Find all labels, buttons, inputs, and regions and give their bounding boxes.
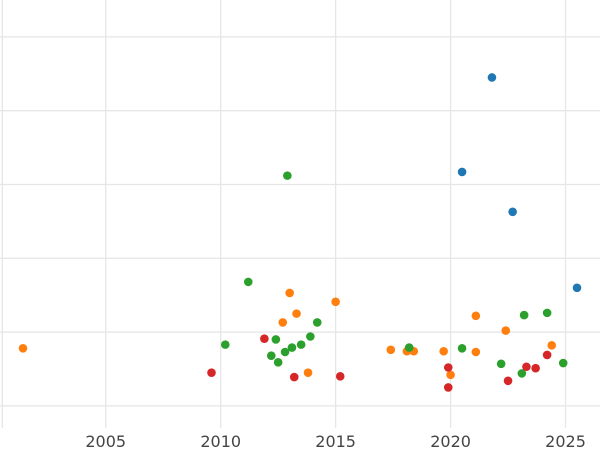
x-tick-label-1: 2010: [200, 432, 241, 450]
data-point-s1-1: [278, 318, 288, 327]
data-point-s3-8: [531, 363, 540, 373]
data-point-s3-7: [522, 362, 531, 372]
data-point-s2-15: [519, 310, 529, 320]
data-point-s2-6: [283, 171, 292, 180]
data-point-s2-7: [287, 343, 297, 352]
data-point-s0-1: [457, 167, 467, 177]
data-point-s1-13: [501, 326, 511, 335]
data-point-s3-2: [289, 372, 299, 382]
data-point-s0-3: [572, 283, 582, 293]
data-point-s1-11: [471, 311, 481, 321]
data-point-s2-5: [280, 347, 290, 357]
data-point-s2-0: [220, 340, 230, 349]
data-point-s1-10: [446, 370, 455, 380]
data-points: [18, 73, 582, 392]
x-gridlines: [1, 0, 567, 428]
data-point-s3-5: [443, 383, 453, 392]
data-point-s2-13: [496, 359, 506, 369]
data-point-s3-1: [260, 334, 269, 344]
data-point-s3-4: [443, 363, 453, 372]
data-point-s1-3: [292, 309, 301, 318]
data-point-s1-2: [285, 288, 294, 298]
x-tick-labels: 2005 2010 2015 2020 2025: [85, 432, 585, 450]
data-point-s2-8: [296, 340, 306, 349]
x-tick-label-0: 2005: [85, 432, 126, 450]
data-point-s3-9: [542, 350, 552, 360]
data-point-s1-12: [471, 347, 481, 357]
data-point-s2-9: [306, 332, 315, 341]
data-point-s2-12: [457, 344, 467, 353]
data-point-s1-9: [439, 346, 448, 356]
x-tick-label-4: 2025: [545, 432, 586, 450]
data-point-s1-0: [18, 344, 28, 353]
data-point-s2-10: [312, 318, 322, 327]
data-point-s0-2: [508, 207, 517, 217]
y-gridlines: [0, 36, 600, 407]
data-point-s2-3: [271, 335, 281, 344]
data-point-s2-2: [266, 351, 276, 360]
data-point-s1-5: [331, 297, 340, 307]
data-point-s2-1: [243, 277, 253, 287]
data-point-s3-0: [207, 368, 216, 377]
x-tick-label-2: 2015: [315, 432, 356, 450]
x-tick-label-3: 2020: [430, 432, 471, 450]
data-point-s2-16: [542, 308, 552, 318]
data-point-s2-11: [404, 343, 414, 352]
data-point-s2-4: [273, 358, 283, 367]
data-point-s1-4: [303, 368, 313, 377]
data-point-s2-14: [517, 369, 527, 378]
data-point-s0-0: [487, 73, 497, 82]
data-point-s1-14: [547, 341, 557, 350]
data-point-s3-3: [335, 372, 345, 381]
data-point-s1-6: [386, 345, 396, 355]
data-point-s3-6: [503, 376, 513, 386]
data-point-s2-17: [558, 358, 568, 368]
